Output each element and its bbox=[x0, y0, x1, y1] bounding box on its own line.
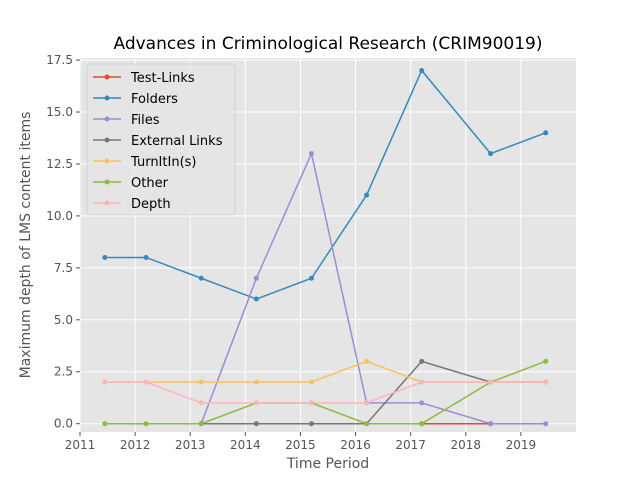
legend-item-other: Other bbox=[93, 176, 169, 191]
legend-swatch-marker bbox=[104, 158, 110, 164]
y-axis-label: Maximum depth of LMS content items bbox=[18, 112, 34, 379]
x-tick-label: 2014 bbox=[230, 438, 261, 452]
legend-swatch-marker bbox=[104, 137, 110, 143]
x-tick-label: 2015 bbox=[285, 438, 316, 452]
data-point-other bbox=[364, 421, 370, 427]
data-point-turnitin-s bbox=[308, 379, 314, 385]
legend-item-depth: Depth bbox=[93, 197, 171, 212]
legend-label: Files bbox=[131, 113, 160, 128]
y-tick-label: 7.5 bbox=[54, 261, 73, 275]
data-point-files bbox=[308, 151, 314, 157]
data-point-turnitin-s bbox=[364, 358, 370, 364]
legend-label: TurnItIn(s) bbox=[130, 155, 196, 170]
data-point-folders bbox=[102, 254, 108, 260]
data-point-other bbox=[419, 421, 425, 427]
data-point-folders bbox=[364, 192, 370, 198]
legend-item-turnitin-s: TurnItIn(s) bbox=[93, 155, 196, 170]
legend-swatch-marker bbox=[104, 74, 110, 80]
data-point-files bbox=[419, 400, 425, 406]
x-tick-label: 2017 bbox=[395, 438, 426, 452]
x-tick-label: 2011 bbox=[65, 438, 96, 452]
y-axis-ticks: 0.0 2.5 5.0 7.5 10.0 12.5 15.0 17.5 bbox=[46, 53, 80, 431]
data-point-files bbox=[488, 421, 494, 427]
y-tick-label: 15.0 bbox=[46, 105, 73, 119]
data-point-folders bbox=[308, 275, 314, 281]
legend-box bbox=[86, 63, 236, 216]
data-point-folders bbox=[198, 275, 204, 281]
data-point-depth bbox=[419, 379, 425, 385]
data-point-depth bbox=[364, 400, 370, 406]
data-point-depth bbox=[198, 400, 204, 406]
chart-title: Advances in Criminological Research (CRI… bbox=[113, 34, 542, 54]
data-point-depth bbox=[308, 400, 314, 406]
x-axis-ticks: 2011 2012 2013 2014 2015 2016 2017 2018 2019 bbox=[65, 432, 536, 452]
data-point-depth bbox=[543, 379, 549, 385]
data-point-external-links bbox=[308, 421, 314, 427]
y-tick-label: 0.0 bbox=[54, 417, 73, 431]
data-point-files bbox=[253, 275, 259, 281]
y-tick-label: 12.5 bbox=[46, 157, 73, 171]
legend-label: Depth bbox=[131, 197, 171, 212]
legend-item-test-links: Test-Links bbox=[93, 71, 195, 86]
y-tick-label: 17.5 bbox=[46, 53, 73, 67]
y-tick-label: 10.0 bbox=[46, 209, 73, 223]
data-point-folders bbox=[543, 130, 549, 136]
series-layer bbox=[102, 67, 549, 427]
legend-item-external-links: External Links bbox=[93, 134, 223, 149]
series-depth bbox=[102, 379, 549, 406]
data-point-turnitin-s bbox=[198, 379, 204, 385]
legend: Test-Links Folders Files External Links Turn… bbox=[86, 63, 236, 216]
data-point-depth bbox=[253, 400, 259, 406]
x-axis-label: Time Period bbox=[286, 456, 369, 472]
data-point-other bbox=[543, 358, 549, 364]
legend-label: Folders bbox=[131, 92, 178, 107]
x-tick-label: 2019 bbox=[506, 438, 537, 452]
data-point-folders bbox=[253, 296, 259, 302]
legend-item-folders: Folders bbox=[93, 92, 178, 107]
data-point-files bbox=[543, 421, 549, 427]
legend-label: Test-Links bbox=[130, 71, 195, 86]
legend-label: Other bbox=[131, 176, 169, 191]
x-tick-label: 2016 bbox=[340, 438, 371, 452]
data-point-folders bbox=[143, 254, 149, 260]
data-point-other bbox=[102, 421, 108, 427]
data-point-external-links bbox=[253, 421, 259, 427]
data-point-depth bbox=[102, 379, 108, 385]
series-folders bbox=[102, 67, 549, 302]
data-point-depth bbox=[143, 379, 149, 385]
x-tick-label: 2013 bbox=[175, 438, 206, 452]
x-tick-label: 2018 bbox=[451, 438, 482, 452]
legend-swatch-marker bbox=[104, 95, 110, 101]
legend-swatch-marker bbox=[104, 116, 110, 122]
legend-swatch-marker bbox=[104, 179, 110, 185]
data-point-turnitin-s bbox=[253, 379, 259, 385]
data-point-external-links bbox=[419, 358, 425, 364]
legend-swatch-marker bbox=[104, 200, 110, 206]
data-point-folders bbox=[419, 67, 425, 73]
legend-item-files: Files bbox=[93, 113, 160, 128]
data-point-other bbox=[143, 421, 149, 427]
x-tick-label: 2012 bbox=[120, 438, 151, 452]
y-tick-label: 5.0 bbox=[54, 313, 73, 327]
legend-label: External Links bbox=[131, 134, 223, 149]
data-point-other bbox=[198, 421, 204, 427]
y-tick-label: 2.5 bbox=[54, 365, 73, 379]
data-point-folders bbox=[488, 151, 494, 157]
data-point-depth bbox=[488, 379, 494, 385]
